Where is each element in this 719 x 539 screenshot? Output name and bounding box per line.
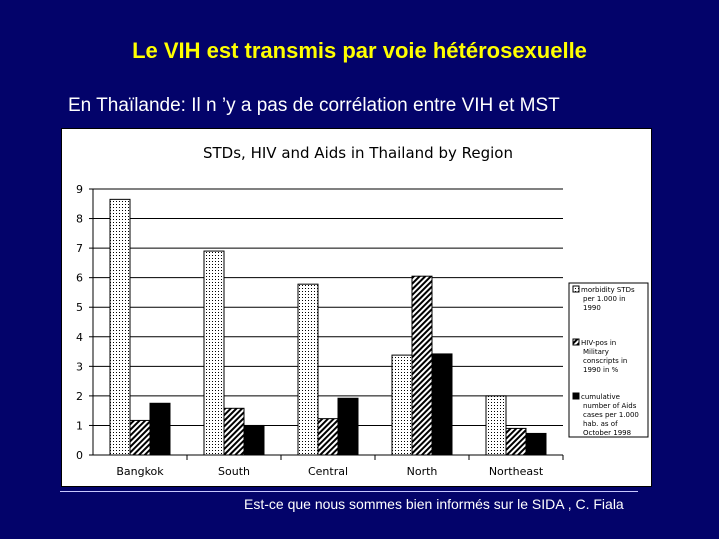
chart: STDs, HIV and Aids in Thailand by Region…: [76, 144, 649, 478]
bar-central-series-1: [297, 283, 319, 456]
bar-northeast-series-1: [485, 395, 507, 456]
legend-label: hab. as of: [583, 420, 618, 428]
bar-north-series-1: [391, 354, 413, 456]
x-tick-label: North: [407, 465, 438, 478]
legend-label: Military: [583, 348, 609, 356]
y-tick-label: 3: [76, 360, 83, 373]
bar-south-series-3: [243, 424, 265, 456]
y-tick-label: 9: [76, 183, 83, 196]
legend-label: 1990: [583, 304, 601, 312]
legend-label: conscripts in: [583, 357, 627, 365]
x-tick-label: Northeast: [489, 465, 544, 478]
slide-title: Le VIH est transmis par voie hétérosexue…: [132, 38, 587, 63]
legend-label: October 1998: [583, 429, 631, 437]
y-tick-label: 1: [76, 419, 83, 432]
bar-south-series-2: [223, 407, 245, 456]
bar-north-series-3: [431, 353, 453, 456]
legend-label: per 1.000 in: [583, 295, 626, 303]
x-tick-label: South: [218, 465, 250, 478]
bar-bangkok-series-3: [149, 402, 171, 456]
bar-north-series-2: [411, 275, 433, 456]
chart-container: STDs, HIV and Aids in Thailand by Region…: [61, 128, 652, 487]
bar-bangkok-series-2: [129, 419, 151, 456]
legend-label: number of Aids: [583, 402, 637, 410]
slide-subtitle: En Thaïlande: Il n ’y a pas de corrélati…: [68, 95, 560, 116]
x-tick-label: Central: [308, 465, 348, 478]
y-tick-label: 8: [76, 213, 83, 226]
legend-label: cumulative: [581, 393, 620, 401]
y-tick-label: 4: [76, 331, 83, 344]
bar-central-series-3: [337, 397, 359, 456]
bar-south-series-1: [203, 250, 225, 456]
legend-label: cases per 1.000: [583, 411, 639, 419]
y-tick-label: 7: [76, 242, 83, 255]
legend-label: 1990 in %: [583, 366, 619, 374]
legend-box: [568, 282, 649, 438]
legend-label: HIV-pos in: [581, 339, 616, 347]
legend-swatch: [572, 338, 580, 346]
legend-swatch: [572, 285, 580, 293]
y-tick-label: 6: [76, 272, 83, 285]
legend-label: morbidity STDs: [581, 286, 635, 294]
y-tick-label: 2: [76, 390, 83, 403]
bar-northeast-series-2: [505, 427, 527, 456]
y-tick-label: 0: [76, 449, 83, 462]
bar-bangkok-series-1: [109, 198, 131, 456]
bar-northeast-series-3: [525, 432, 547, 456]
x-tick-label: Bangkok: [116, 465, 164, 478]
y-tick-label: 5: [76, 301, 83, 314]
bar-central-series-2: [317, 418, 339, 456]
chart-title: STDs, HIV and Aids in Thailand by Region: [203, 144, 513, 162]
slide-footer: Est-ce que nous sommes bien informés sur…: [244, 496, 624, 512]
legend-swatch: [572, 392, 580, 400]
footer-divider: [60, 491, 638, 492]
